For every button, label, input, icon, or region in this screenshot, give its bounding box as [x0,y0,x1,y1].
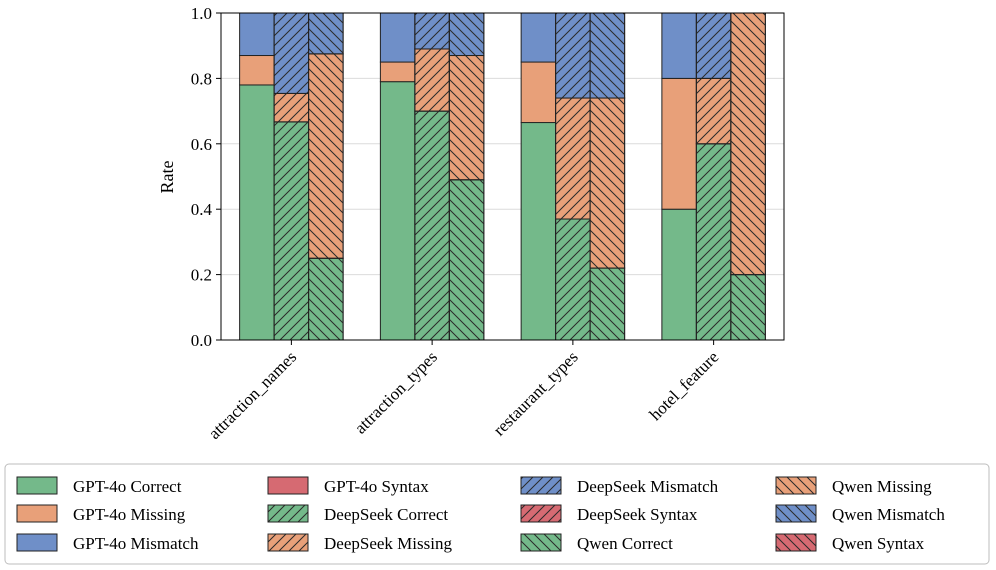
y-tick-label: 0.0 [191,331,212,350]
bar-hatch-deepseek-correct [273,121,310,341]
legend-swatch [16,533,58,552]
legend-label: Qwen Correct [577,534,673,553]
bar-hatch-deepseek-mismatch [695,12,732,79]
bar-hatch-deepseek-missing [555,97,591,220]
bar-hatch-qwen-missing [308,53,344,259]
y-tick-label: 0.4 [191,200,213,219]
bar-segment-gpt-4o-missing [379,61,416,83]
plot-frame [220,12,785,341]
bar-segment-gpt-4o-correct [379,81,416,341]
legend-swatch-hatch [520,504,562,523]
bar-hatch-deepseek-missing [273,92,310,123]
legend-swatch-hatch [775,476,817,495]
bar-segment-gpt-4o-missing [520,61,557,124]
y-tick-label: 1.0 [191,4,212,23]
bar-segment-gpt-4o-mismatch [520,12,557,63]
legend-label: GPT-4o Correct [73,477,182,496]
legend-label: DeepSeek Mismatch [577,477,719,496]
bar-hatch-qwen-missing [448,55,485,181]
bar-hatch-qwen-missing [730,12,766,276]
x-tick-label: hotel_feature [646,347,723,424]
legend-label: DeepSeek Missing [324,534,452,553]
bar-hatch-deepseek-missing [695,77,732,145]
x-tick-label: attraction_names [205,347,301,443]
bar-segment-gpt-4o-mismatch [239,12,275,57]
legend-label: DeepSeek Syntax [577,505,698,524]
bar-hatch-deepseek-mismatch [273,12,310,94]
legend-swatch-hatch [775,504,817,523]
bar-hatch-qwen-correct [589,267,626,341]
legend-swatch-hatch [267,504,309,523]
bar-segment-gpt-4o-missing [661,77,697,210]
bars [239,12,766,341]
bar-hatch-qwen-missing [589,97,626,269]
legend-label: GPT-4o Missing [73,505,186,524]
legend-swatch-hatch [520,533,562,552]
bar-hatch-qwen-mismatch [308,12,344,55]
legend-label: GPT-4o Syntax [324,477,429,496]
bar-segment-gpt-4o-correct [520,122,557,341]
legend-swatch-hatch [267,533,309,552]
x-tick-label: attraction_types [351,347,441,437]
bar-segment-gpt-4o-mismatch [661,12,697,79]
x-axis: attraction_names attraction_types restaura… [205,340,723,443]
legend-frame [4,463,990,565]
bar-hatch-deepseek-correct [695,143,732,341]
y-tick-label: 0.6 [191,135,212,154]
bar-hatch-deepseek-mismatch [414,12,450,50]
legend-swatch [267,476,309,495]
y-axis-label: Rate [157,161,177,194]
legend-swatch-hatch [775,533,817,552]
legend-label: Qwen Mismatch [832,505,945,524]
y-tick-label: 0.2 [191,266,212,285]
bar-hatch-deepseek-correct [555,218,591,341]
bar-hatch-qwen-correct [730,274,766,341]
bar-segment-gpt-4o-correct [239,84,275,341]
bar-hatch-qwen-mismatch [589,12,626,99]
bar-hatch-deepseek-missing [414,48,450,112]
x-tick-label: restaurant_types [489,347,581,439]
bar-hatch-qwen-correct [308,257,344,341]
y-tick-label: 0.8 [191,69,212,88]
bar-segment-gpt-4o-correct [661,208,697,341]
legend: GPT-4o Correct GPT-4o Missing GPT-4o Misma… [4,463,990,565]
legend-label: GPT-4o Mismatch [73,534,199,553]
legend-label: Qwen Syntax [832,534,925,553]
legend-label: DeepSeek Correct [324,505,448,524]
legend-label: Qwen Missing [832,477,932,496]
bar-segment-gpt-4o-mismatch [379,12,416,63]
legend-swatch [16,504,58,523]
bar-hatch-deepseek-correct [414,110,450,341]
legend-swatch [16,476,58,495]
bar-hatch-deepseek-mismatch [555,12,591,99]
legend-swatch-hatch [520,476,562,495]
bar-segment-gpt-4o-missing [239,55,275,86]
bar-hatch-qwen-correct [448,179,485,341]
bar-hatch-qwen-mismatch [448,12,485,57]
y-axis: 0.0 0.2 0.4 0.6 0.8 1.0 [191,4,221,350]
